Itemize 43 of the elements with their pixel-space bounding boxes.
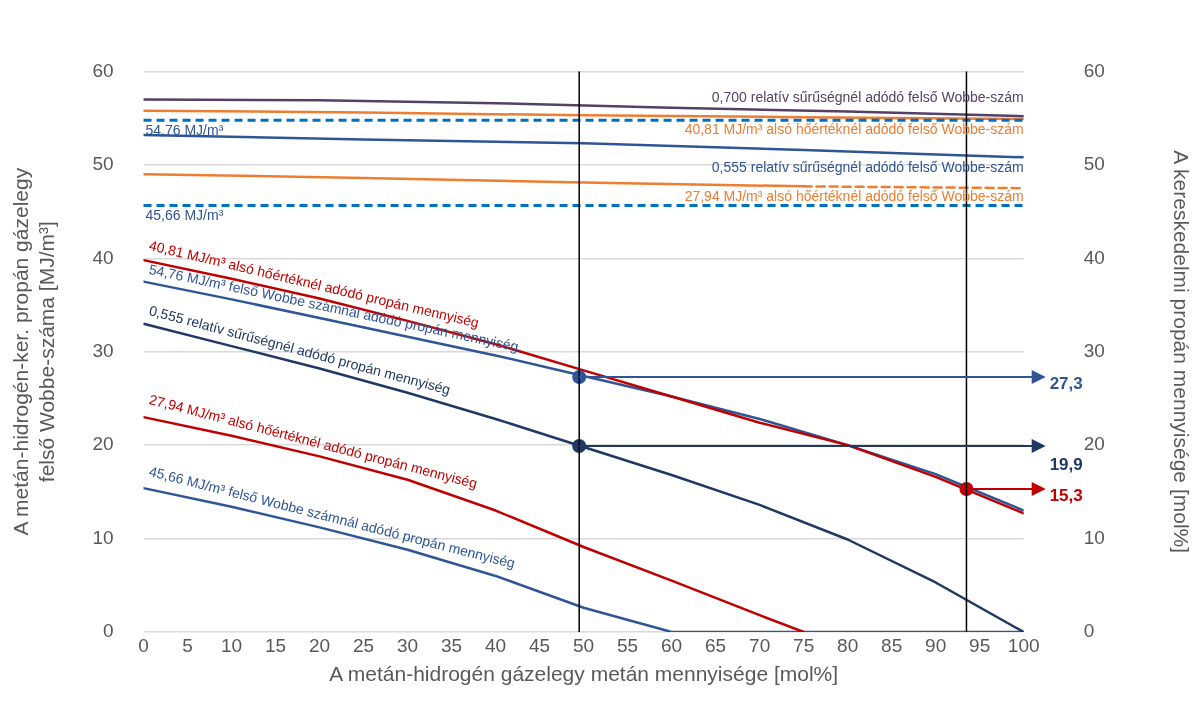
x-tick-label: 60 — [661, 634, 683, 656]
ref-line-label: 45,66 MJ/m³ — [145, 207, 224, 224]
y2-axis-title: A kereskedelmi propán mennyisége [mol%] — [1169, 150, 1193, 554]
x-tick-label: 45 — [529, 634, 551, 656]
y-axis-title: A metán-hidrogén-ker. propán gázelegy felső Wobbe-száma [MJ/m³] — [9, 167, 58, 536]
x-tick-label: 75 — [793, 634, 815, 656]
x-tick-label: 70 — [749, 634, 771, 656]
y2-tick-label: 20 — [1083, 433, 1105, 455]
x-tick-label: 95 — [969, 634, 991, 656]
y2-tick-label: 30 — [1083, 339, 1105, 361]
y2-tick-label: 40 — [1083, 246, 1105, 268]
x-tick-label: 100 — [1007, 634, 1040, 656]
x-tick-label: 35 — [441, 634, 463, 656]
y-tick-label: 0 — [102, 620, 114, 642]
x-tick-label: 5 — [182, 634, 193, 656]
x-tick-label: 40 — [485, 634, 507, 656]
ref-line-label: 54,76 MJ/m³ — [145, 122, 224, 139]
x-tick-label: 65 — [705, 634, 727, 656]
y2-tick-label: 10 — [1083, 526, 1105, 548]
x-tick-label: 10 — [220, 634, 243, 656]
x-tick-label: 55 — [617, 634, 639, 656]
y-tick-label: 30 — [92, 339, 114, 361]
y-tick-label: 50 — [92, 153, 114, 175]
y-tick-label: 40 — [92, 246, 114, 268]
x-tick-label: 50 — [573, 634, 595, 656]
x-tick-label: 90 — [925, 634, 947, 656]
y-tick-label: 60 — [92, 59, 114, 81]
x-tick-label: 15 — [264, 634, 287, 656]
x-tick-label: 30 — [397, 634, 419, 656]
y2-tick-label: 0 — [1083, 620, 1095, 642]
y-tick-label: 10 — [92, 526, 114, 548]
data-label: 27,3 — [1049, 373, 1083, 393]
x-tick-label: 80 — [837, 634, 859, 656]
x-tick-label: 85 — [881, 634, 903, 656]
x-tick-label: 20 — [308, 634, 331, 656]
x-axis-title: A metán-hidrogén gázelegy metán mennyisége [mol%] — [329, 662, 839, 686]
x-tick-label: 0 — [138, 634, 149, 656]
data-label: 15,3 — [1049, 485, 1083, 505]
y2-tick-label: 60 — [1083, 59, 1105, 81]
x-tick-label: 25 — [353, 634, 375, 656]
y2-tick-label: 50 — [1083, 153, 1105, 175]
y-tick-label: 20 — [92, 433, 114, 455]
data-label: 19,9 — [1049, 454, 1083, 474]
